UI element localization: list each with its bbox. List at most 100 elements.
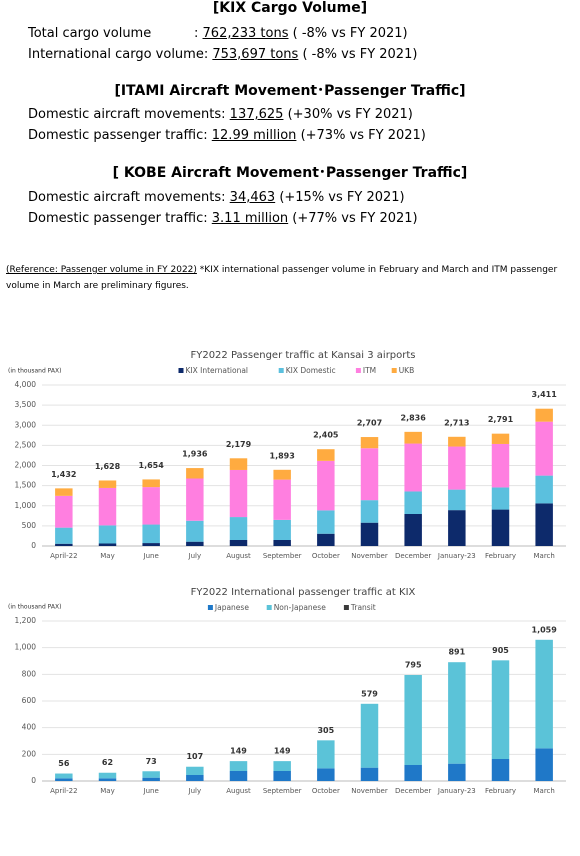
bar-segment (55, 773, 73, 779)
bar-segment (491, 509, 510, 546)
y-tick-label: 1,000 (15, 643, 37, 652)
value: 3.11 million (211, 211, 289, 226)
total-label: 1,432 (51, 470, 76, 479)
bar-segment (317, 460, 335, 511)
change: ( -8% vs FY 2021) (292, 26, 408, 41)
total-label: 305 (317, 726, 334, 735)
label: Domestic passenger traffic: (28, 211, 208, 226)
bar-segment (404, 765, 422, 781)
legend-label: ITM (363, 366, 376, 375)
y-tick-label: 800 (22, 669, 37, 678)
bar-segment (229, 458, 248, 470)
legend-label: Transit (350, 603, 376, 612)
bar-segment (186, 775, 204, 781)
bar-segment (273, 540, 291, 546)
y-tick-label: 400 (22, 723, 37, 732)
bar-segment (186, 468, 204, 479)
y-axis-label: (in thousand PAX) (8, 604, 61, 611)
bar-segment (142, 479, 160, 488)
info-line: Domestic aircraft movements: 34,463 (+15… (28, 190, 405, 205)
info-line: Total cargo volume: 762,233 tons ( -8% v… (28, 26, 408, 41)
x-tick-label: February (485, 552, 516, 560)
y-tick-label: 500 (22, 521, 37, 530)
bar-segment (142, 771, 160, 778)
bar-segment (448, 436, 466, 447)
x-tick-label: September (263, 552, 302, 560)
bar-segment (404, 443, 422, 492)
value: 137,625 (229, 107, 284, 122)
x-tick-label: May (100, 787, 114, 795)
total-label: 2,836 (401, 413, 427, 422)
y-tick-label: 1,000 (15, 501, 37, 510)
bar-segment (229, 761, 248, 771)
section-title: [ KOBE Aircraft Movement･Passenger Traff… (112, 165, 468, 181)
bar-segment (360, 703, 379, 768)
legend-swatch (207, 605, 213, 610)
bar-segment (491, 660, 510, 759)
bar-segment (317, 510, 335, 534)
y-tick-label: 3,500 (15, 400, 37, 409)
bar-segment (360, 448, 379, 501)
legend-swatch (178, 368, 184, 373)
section-title: [KIX Cargo Volume] (212, 0, 368, 16)
label: International cargo volume: (28, 47, 209, 62)
x-tick-label: November (351, 552, 388, 560)
y-tick-label: 1,200 (15, 616, 37, 625)
bar-segment (448, 446, 466, 490)
y-tick-label: 0 (31, 776, 36, 785)
bar-segment (535, 639, 553, 749)
total-label: 579 (361, 689, 378, 698)
bar-segment (360, 437, 379, 449)
x-tick-label: March (533, 787, 554, 795)
label: Domestic aircraft movements: (28, 190, 226, 205)
x-tick-label: January-23 (437, 787, 476, 795)
x-tick-label: February (485, 787, 516, 795)
info-line: Domestic aircraft movements: 137,625 (+3… (28, 107, 413, 122)
bar-segment (273, 479, 291, 520)
change: (+77% vs FY 2021) (292, 211, 418, 226)
bar-segment (491, 433, 510, 444)
total-label: 2,707 (357, 419, 382, 428)
total-label: 891 (448, 648, 465, 657)
legend-label: KIX Domestic (286, 366, 336, 375)
bar-segment (98, 543, 117, 546)
bar-segment (229, 540, 248, 546)
y-tick-label: 3,000 (15, 420, 37, 429)
bar-segment (448, 489, 466, 511)
bar-segment (491, 443, 510, 488)
y-tick-label: 2,000 (15, 461, 37, 470)
total-label: 905 (492, 646, 509, 655)
bar-segment (55, 527, 73, 544)
reference-note: (Reference: Passenger volume in FY 2022)… (6, 262, 566, 294)
bar-segment (535, 421, 553, 476)
bar-segment (360, 522, 379, 546)
chart-title: FY2022 Passenger traffic at Kansai 3 air… (190, 350, 415, 361)
total-label: 795 (405, 661, 422, 670)
change: (+73% vs FY 2021) (300, 128, 426, 143)
bar-segment (186, 541, 204, 546)
legend-swatch (343, 605, 349, 610)
value: 753,697 tons (212, 47, 299, 62)
bar-segment (404, 491, 422, 515)
bar-segment (317, 449, 335, 461)
change: ( -8% vs FY 2021) (302, 47, 418, 62)
x-tick-label: April-22 (50, 787, 77, 795)
bar-segment (535, 408, 553, 422)
section-title: [ITAMI Aircraft Movement･Passenger Traff… (114, 83, 466, 99)
x-tick-label: August (226, 787, 251, 795)
x-tick-label: May (100, 552, 114, 560)
legend-swatch (391, 368, 397, 373)
x-tick-label: July (188, 787, 202, 795)
bar-segment (491, 759, 510, 781)
y-tick-label: 1,500 (15, 481, 37, 490)
x-tick-label: March (533, 552, 554, 560)
bar-segment (404, 431, 422, 444)
bar-segment (317, 740, 335, 769)
info-line: Domestic passenger traffic: 3.11 million… (28, 211, 418, 226)
total-label: 1,893 (270, 451, 295, 460)
total-label: 73 (146, 757, 157, 766)
total-label: 3,411 (532, 390, 558, 399)
bar-segment (55, 543, 73, 546)
bar-segment (273, 771, 291, 781)
bar-segment (317, 768, 335, 781)
